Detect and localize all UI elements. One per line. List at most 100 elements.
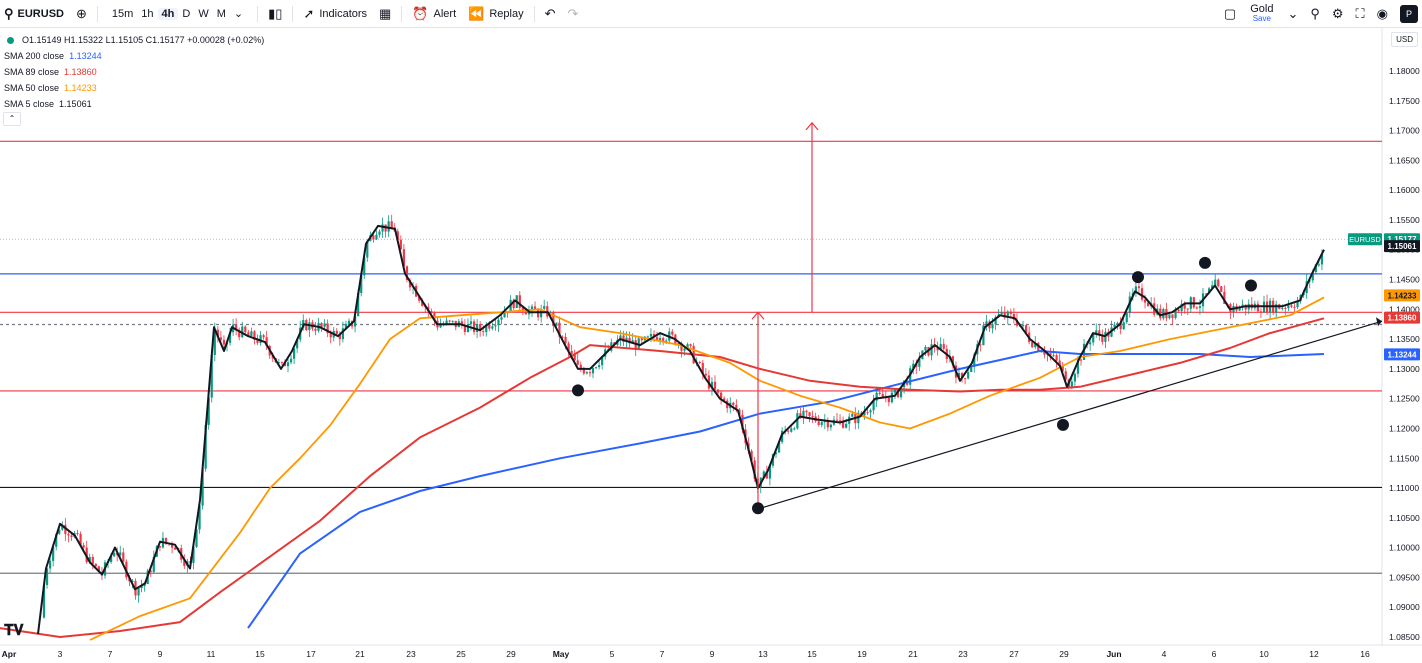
- candle-body: [469, 321, 473, 324]
- price-axis-tick: 1.12500: [1389, 394, 1420, 404]
- candle-body: [866, 412, 869, 414]
- price-label-text: 1.14233: [1388, 291, 1417, 300]
- time-axis-tick: 11: [207, 649, 216, 659]
- candle-body: [1287, 305, 1290, 309]
- interval-1h[interactable]: 1h: [141, 7, 154, 20]
- quick-search-button[interactable]: ⚲: [1304, 0, 1326, 27]
- candle-body: [655, 337, 659, 341]
- candle-body: [817, 421, 820, 425]
- alert-button[interactable]: ⏰ Alert: [406, 0, 462, 27]
- interval-4h[interactable]: 4h: [157, 7, 179, 20]
- sma-89-row[interactable]: SMA 89 close 1.13860: [4, 67, 97, 77]
- candle-body: [497, 319, 500, 326]
- compare-button[interactable]: ⊕: [70, 0, 93, 27]
- candle-body: [741, 414, 744, 430]
- sma-5-row[interactable]: SMA 5 close 1.15061: [4, 99, 92, 109]
- chart-type-button[interactable]: ▮▯: [262, 0, 288, 27]
- candle-body: [964, 378, 967, 380]
- settings-button[interactable]: ⚙: [1326, 0, 1350, 27]
- top-toolbar: ⚲ EURUSD ⊕ 15m 1h 4h D W M ⌄ ▮▯ ➚ Indica…: [0, 0, 1422, 28]
- candle-body: [793, 428, 796, 430]
- time-axis-tick: 15: [807, 649, 817, 659]
- interval-15m[interactable]: 15m: [111, 7, 134, 20]
- market-status-dot[interactable]: [7, 36, 14, 44]
- candle-body: [1119, 322, 1122, 330]
- candle-body: [808, 412, 811, 416]
- candle-body: [1098, 330, 1101, 335]
- candle-body: [835, 419, 839, 421]
- user-avatar[interactable]: P: [1400, 4, 1418, 23]
- tradingview-logo[interactable]: 𝐓𝐕: [4, 622, 24, 639]
- currency-selector[interactable]: USD: [1391, 32, 1418, 47]
- sma-50-row[interactable]: SMA 50 close 1.14233: [4, 83, 97, 93]
- trendline: [757, 320, 1383, 510]
- candle-body: [994, 317, 997, 325]
- candle-body: [408, 280, 412, 288]
- candle-body: [1034, 342, 1037, 348]
- time-axis-tick: 10: [1259, 649, 1269, 659]
- time-axis-tick: 21: [355, 649, 365, 659]
- candle-body: [631, 340, 634, 344]
- candle-body: [591, 368, 595, 374]
- indicators-button[interactable]: ➚ Indicators: [297, 0, 373, 27]
- candle-body: [1055, 355, 1058, 361]
- candle-body: [890, 392, 893, 403]
- replay-button[interactable]: ⏪ Replay: [462, 0, 529, 27]
- candle-body: [402, 249, 405, 267]
- candle-body: [91, 557, 94, 564]
- candle-body: [55, 533, 58, 547]
- interval-dropdown-icon[interactable]: ⌄: [233, 8, 244, 20]
- candle-body: [52, 546, 55, 561]
- candle-body: [1009, 311, 1012, 314]
- redo-button[interactable]: ↷: [562, 0, 585, 27]
- candle-body: [1095, 330, 1098, 334]
- time-axis-tick: May: [553, 649, 570, 659]
- candle-body: [357, 292, 360, 317]
- candle-body: [677, 343, 680, 345]
- sma-50-value: 1.14233: [64, 83, 97, 93]
- legend-collapse-button[interactable]: ⌃: [3, 112, 21, 126]
- layout-menu-button[interactable]: ⌄: [1281, 0, 1304, 27]
- ohlc-values: O1.15149 H1.15322 L1.15105 C1.15177 +0.0…: [22, 35, 265, 45]
- layout-save-button[interactable]: Gold Save: [1242, 3, 1281, 24]
- select-layout-button[interactable]: ▢: [1218, 0, 1242, 27]
- candle-body: [1208, 288, 1211, 294]
- candle-body: [777, 442, 781, 453]
- candle-body: [640, 338, 643, 341]
- candle-body: [979, 344, 982, 346]
- interval-d[interactable]: D: [182, 7, 191, 20]
- symbol-search[interactable]: ⚲ EURUSD: [0, 0, 70, 27]
- candle-body: [244, 326, 247, 333]
- time-axis-tick: 13: [758, 649, 768, 659]
- sma-200-row[interactable]: SMA 200 close 1.13244: [4, 51, 102, 61]
- candle-body: [341, 328, 344, 340]
- candle-body: [710, 381, 714, 389]
- candle-body: [326, 323, 329, 334]
- candle-body: [131, 580, 134, 582]
- candle-body: [579, 364, 582, 370]
- candle-body: [1177, 309, 1180, 312]
- candle-body: [936, 347, 939, 351]
- candle-body: [924, 346, 927, 351]
- candle-body: [820, 422, 823, 425]
- candle-body: [198, 505, 201, 530]
- candle-body: [323, 323, 326, 327]
- candle-body: [594, 367, 598, 369]
- sma-5-value: 1.15061: [59, 99, 92, 109]
- candle-body: [1317, 264, 1320, 266]
- candle-body: [58, 529, 61, 534]
- fullscreen-icon: ⛶: [1355, 5, 1365, 21]
- templates-button[interactable]: ▦: [373, 0, 397, 27]
- candle-body: [42, 584, 46, 618]
- indicators-icon: ➚: [303, 5, 315, 21]
- candle-body: [704, 373, 707, 376]
- candle-body: [573, 353, 576, 361]
- swing-point-marker: [1057, 418, 1069, 431]
- undo-button[interactable]: ↶: [539, 0, 562, 27]
- fullscreen-button[interactable]: ⛶: [1350, 0, 1371, 27]
- toolbar-divider: [533, 5, 535, 22]
- snapshot-button[interactable]: ◉: [1371, 0, 1394, 27]
- interval-w[interactable]: W: [198, 7, 209, 20]
- interval-m[interactable]: M: [216, 7, 226, 20]
